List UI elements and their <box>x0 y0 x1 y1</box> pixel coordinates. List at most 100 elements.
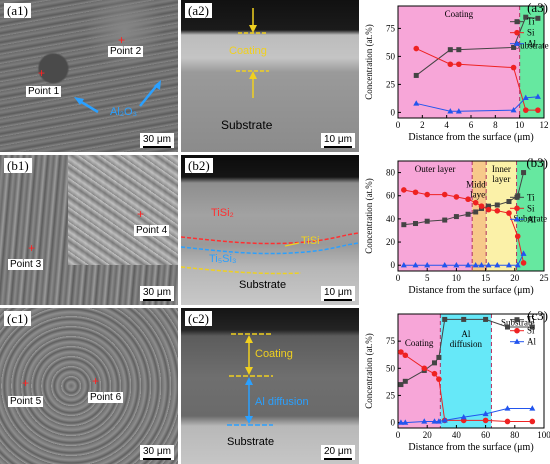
data-point <box>472 262 479 268</box>
scale-bar: 20 μm <box>321 445 355 460</box>
x-tick-label: 80 <box>510 430 520 440</box>
data-point <box>478 262 485 268</box>
data-point <box>402 352 409 359</box>
legend-label: Si <box>527 28 535 38</box>
legend-label: Si <box>527 326 535 336</box>
ti5si3-label: Ti₅Si₃ <box>209 253 237 265</box>
y-axis-label: Concentration (at.%) <box>364 178 374 253</box>
concentration-chart-b3: Outer layerMiddlelayerInnerlayerSubstrat… <box>364 155 550 296</box>
x-tick-label: 15 <box>481 273 491 283</box>
substrate-label: Substrate <box>227 436 275 448</box>
point-label: Point 5 <box>8 396 44 407</box>
region-band <box>440 314 492 428</box>
data-point <box>465 262 472 268</box>
oxide-label: Al₂O₃ <box>110 106 138 118</box>
tisi2-label: TiSi₂ <box>211 207 234 219</box>
data-point <box>435 418 442 424</box>
y-tick-label: 25 <box>386 390 396 400</box>
data-point <box>412 262 419 268</box>
data-point <box>441 262 448 268</box>
legend-marker <box>514 194 520 200</box>
region-label: Middle <box>466 179 492 189</box>
x-tick-label: 10 <box>452 273 462 283</box>
y-axis-label: Concentration (at.%) <box>364 333 374 408</box>
x-tick-label: 0 <box>396 430 401 440</box>
y-tick-label: 75 <box>386 336 396 346</box>
legend-label: Al <box>527 337 536 347</box>
oxide-arrows <box>74 80 161 114</box>
x-tick-label: 40 <box>452 430 462 440</box>
data-point <box>447 108 454 114</box>
legend-label: Al <box>527 39 536 49</box>
data-point <box>522 94 529 101</box>
data-point <box>520 250 527 256</box>
data-point <box>523 14 529 20</box>
data-point <box>413 72 419 78</box>
region-label: Substrate <box>515 41 549 51</box>
data-point <box>401 222 407 228</box>
data-point <box>494 202 500 208</box>
data-point <box>447 47 453 53</box>
point-label: Point 1 <box>26 86 62 97</box>
data-point <box>482 417 489 424</box>
data-point <box>424 191 430 198</box>
data-point <box>535 15 541 21</box>
data-point <box>397 419 404 425</box>
data-point <box>424 262 431 268</box>
tisi-label: TiSi <box>301 235 320 247</box>
data-point <box>483 316 489 322</box>
region-label: Coating <box>445 9 474 19</box>
data-point <box>514 233 521 240</box>
region-label: layer <box>470 189 488 199</box>
legend-marker <box>514 216 520 222</box>
data-point <box>421 418 428 424</box>
data-point <box>505 324 510 330</box>
data-point <box>436 354 442 360</box>
data-point <box>412 189 419 196</box>
thickness-arrows <box>236 8 269 98</box>
data-point <box>432 360 437 366</box>
sem-panel-a1: (a1) + Point 2 + Point 1 Al₂O₃ 30 μm <box>0 0 178 152</box>
region-band <box>486 161 517 271</box>
coating-label: Coating <box>255 348 293 360</box>
point-label: Point 6 <box>88 392 124 403</box>
data-point <box>521 170 527 176</box>
panel-tag: (b1) <box>4 158 32 173</box>
y-axis-label: Concentration (at.%) <box>364 24 374 99</box>
data-point <box>520 260 527 266</box>
data-point <box>431 370 438 377</box>
data-point <box>400 262 407 268</box>
series-line <box>416 96 538 112</box>
point-marker: + <box>137 207 145 221</box>
data-point <box>402 378 408 384</box>
data-point <box>431 418 438 424</box>
point-marker: + <box>28 241 36 255</box>
data-point <box>424 218 430 224</box>
data-point <box>442 316 448 322</box>
x-tick-label: 25 <box>540 273 550 283</box>
legend-marker <box>514 317 520 323</box>
sem-panel-c2: (c2) Coating Al diffusion Substrate 20 μ… <box>181 308 359 464</box>
data-point <box>494 207 501 214</box>
data-point <box>441 417 448 423</box>
x-axis-label: Distance from the surface (μm) <box>408 285 533 296</box>
x-axis-label: Distance from the surface (μm) <box>408 132 533 143</box>
scale-bar: 10 μm <box>321 133 355 148</box>
series-line <box>400 351 533 422</box>
region-label: Al <box>461 329 470 339</box>
x-tick-label: 60 <box>481 430 491 440</box>
plot-frame <box>397 160 545 272</box>
y-tick-label: 0 <box>391 418 396 428</box>
al-diffusion-label: Al diffusion <box>255 396 309 408</box>
data-point <box>505 262 512 268</box>
region-label: Outer layer <box>415 164 456 174</box>
y-tick-label: 50 <box>386 363 396 373</box>
panel-tag: (c2) <box>185 311 212 326</box>
data-point <box>482 410 489 417</box>
y-tick-label: 50 <box>386 51 396 61</box>
point-marker: + <box>22 376 30 390</box>
panel-tag: (a1) <box>4 3 31 18</box>
data-point <box>506 199 512 205</box>
region-label: Substrate <box>501 317 535 327</box>
data-point <box>514 262 521 268</box>
